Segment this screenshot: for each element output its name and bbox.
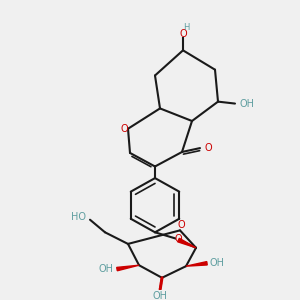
Text: OH: OH xyxy=(98,264,113,274)
FancyBboxPatch shape xyxy=(179,221,183,228)
Text: O: O xyxy=(177,220,185,230)
Text: OH: OH xyxy=(152,291,167,300)
Text: O: O xyxy=(204,143,212,153)
FancyBboxPatch shape xyxy=(156,293,164,300)
Text: O: O xyxy=(120,124,128,134)
FancyBboxPatch shape xyxy=(74,214,82,220)
Text: O: O xyxy=(175,234,182,244)
FancyBboxPatch shape xyxy=(122,125,126,132)
FancyBboxPatch shape xyxy=(243,100,251,107)
Text: H: H xyxy=(183,22,189,32)
FancyBboxPatch shape xyxy=(213,260,221,267)
FancyBboxPatch shape xyxy=(206,145,210,152)
Text: OH: OH xyxy=(239,99,254,109)
Polygon shape xyxy=(117,265,139,271)
Text: OH: OH xyxy=(209,258,224,268)
Text: HO: HO xyxy=(70,212,86,222)
FancyBboxPatch shape xyxy=(102,266,110,272)
FancyBboxPatch shape xyxy=(176,236,181,242)
FancyBboxPatch shape xyxy=(181,31,185,37)
Polygon shape xyxy=(186,262,207,266)
Text: O: O xyxy=(179,29,187,39)
Polygon shape xyxy=(178,238,196,248)
FancyBboxPatch shape xyxy=(184,24,188,30)
